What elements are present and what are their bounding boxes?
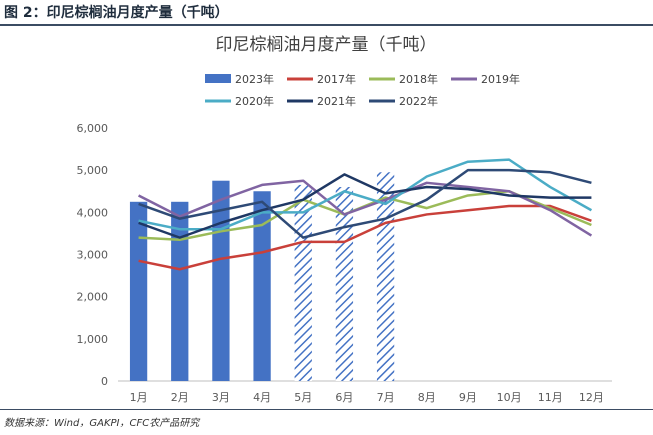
line-2017年 xyxy=(138,204,592,271)
x-axis: 1月 2月 3月 4月 5月 6月 7月 8月 9月 10月 11月 12月 xyxy=(118,380,612,404)
chart-title: 印尼棕榈油月度产量（千吨） xyxy=(216,35,437,55)
legend-label: 2017年 xyxy=(317,72,356,86)
y-tick-label: 3,000 xyxy=(77,249,109,262)
x-tick-label: 2月 xyxy=(171,391,189,404)
x-tick-label: 9月 xyxy=(459,391,477,404)
legend-label: 2022年 xyxy=(399,94,438,108)
x-tick-label: 1月 xyxy=(130,391,148,404)
footer-rule xyxy=(0,409,653,410)
source-note: 数据来源：Wind，GAKPI，CFC农产品研究 xyxy=(4,418,200,429)
bar-2023-estimated xyxy=(294,184,312,381)
x-tick-label: 6月 xyxy=(335,391,353,404)
bar-2023 xyxy=(253,191,271,381)
x-tick-label: 8月 xyxy=(418,391,436,404)
y-tick-label: 6,000 xyxy=(77,122,109,135)
bar-series-2023 xyxy=(129,172,395,381)
figure-title: 图 2：印尼棕榈油月度产量（千吨） xyxy=(4,5,229,21)
y-tick-label: 0 xyxy=(101,375,108,388)
y-tick-label: 2,000 xyxy=(77,291,109,304)
y-tick-label: 5,000 xyxy=(77,164,109,177)
x-tick-label: 4月 xyxy=(253,391,271,404)
legend-label: 2018年 xyxy=(399,72,438,86)
legend-label: 2019年 xyxy=(481,72,520,86)
line-series-group xyxy=(138,158,593,271)
legend-label: 2020年 xyxy=(235,94,274,108)
line-2021年 xyxy=(138,173,592,239)
legend-swatch xyxy=(205,74,231,83)
y-tick-label: 4,000 xyxy=(77,206,109,219)
x-tick-label: 3月 xyxy=(212,391,230,404)
line-2020年 xyxy=(138,158,593,231)
bar-2023-estimated xyxy=(335,187,354,381)
y-axis: 0 1,000 2,000 3,000 4,000 5,000 6,000 xyxy=(77,122,109,388)
legend-label: 2023年 xyxy=(235,72,274,86)
legend-label: 2021年 xyxy=(317,94,356,108)
y-tick-label: 1,000 xyxy=(77,333,109,346)
x-tick-label: 11月 xyxy=(538,391,563,404)
x-tick-label: 7月 xyxy=(377,391,395,404)
x-tick-label: 5月 xyxy=(294,391,312,404)
figure-header: 图 2：印尼棕榈油月度产量（千吨） xyxy=(0,0,653,26)
bar-2023 xyxy=(129,201,148,381)
x-tick-label: 10月 xyxy=(497,391,522,404)
bar-2023 xyxy=(171,201,189,381)
legend: 2023年 2017年 2018年 2019年 2020年 2021年 2022年 xyxy=(205,72,520,108)
line-2022年 xyxy=(138,168,592,239)
line-2019年 xyxy=(138,179,593,237)
header-rule xyxy=(0,24,653,26)
x-tick-label: 12月 xyxy=(579,391,604,404)
